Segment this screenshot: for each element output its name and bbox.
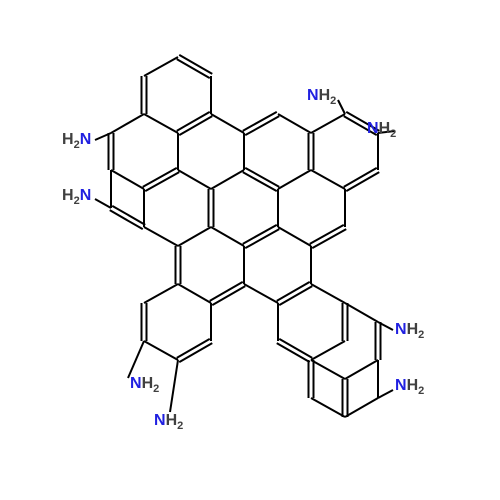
label-NH2_tl1: H2N xyxy=(62,131,91,151)
label-NH2_tr: NH2 xyxy=(307,87,336,107)
label-NH2_r: NH2 xyxy=(367,120,396,140)
label-NH2_br1: NH2 xyxy=(395,321,424,341)
label-NH2_tl2: H2N xyxy=(62,187,91,207)
molecule-diagram: H2N H2N NH2 NH2 NH2 NH2 NH2 NH2 xyxy=(0,0,500,500)
label-NH2_b: NH2 xyxy=(154,412,183,432)
label-NH2_bl: NH2 xyxy=(130,375,159,395)
label-NH2_br2: NH2 xyxy=(395,377,424,397)
